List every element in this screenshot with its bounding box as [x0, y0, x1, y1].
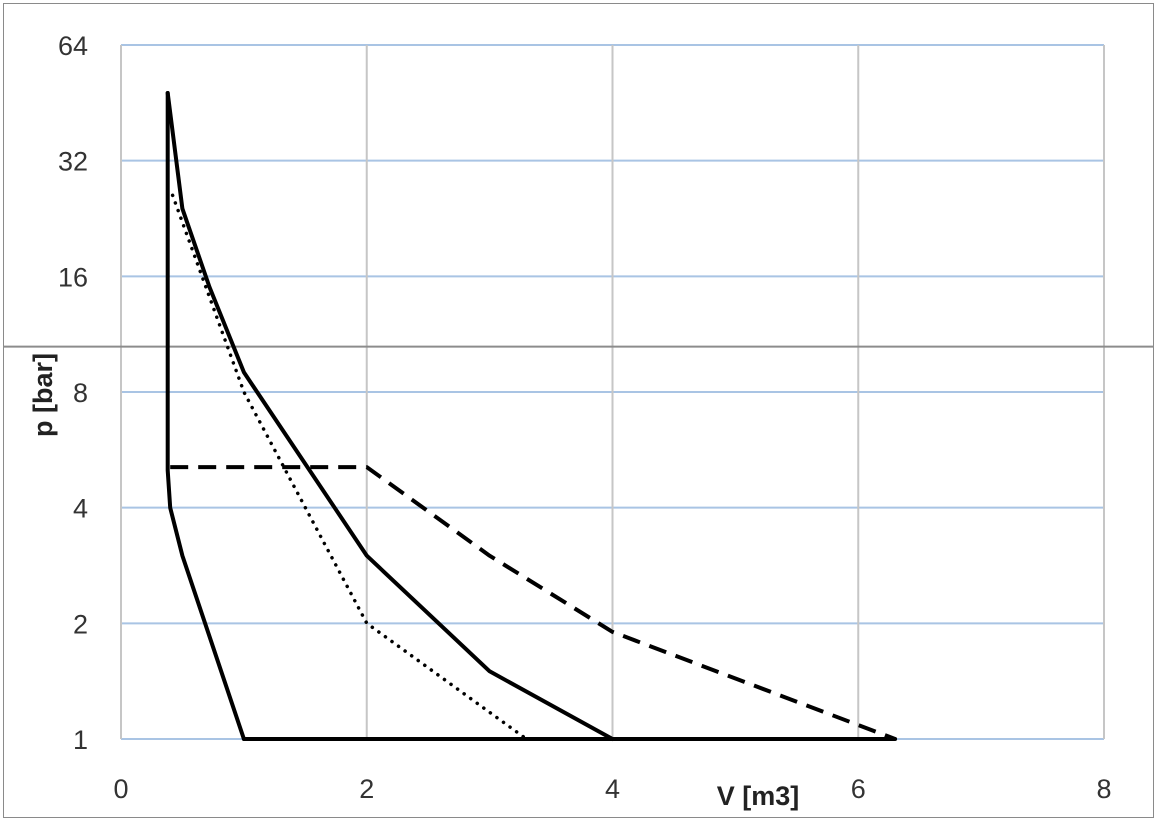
y-tick-labels: 1 2 4 8 16 32 64 [58, 31, 88, 755]
y-tick-label: 32 [58, 147, 88, 177]
series-group [165, 91, 898, 741]
series-line-5-dashed [170, 465, 896, 741]
x-axis-title: V [m3] [717, 781, 800, 811]
series-line-1-solid [165, 91, 246, 741]
grid [120, 44, 1105, 740]
y-axis-title: p [bar] [28, 353, 58, 437]
x-tick-label: 4 [605, 774, 620, 804]
chart-frame [3, 3, 1154, 818]
y-tick-label: 2 [73, 609, 88, 639]
y-tick-label: 16 [58, 262, 88, 292]
y-tick-label: 1 [73, 725, 88, 755]
y-tick-label: 64 [58, 31, 88, 61]
y-tick-label: 4 [73, 494, 88, 524]
series-line-2-solid [165, 91, 615, 741]
x-tick-label: 8 [1096, 774, 1111, 804]
x-tick-label: 6 [851, 774, 866, 804]
x-tick-label: 2 [359, 774, 374, 804]
x-tick-label: 0 [113, 774, 128, 804]
y-tick-label: 8 [73, 378, 88, 408]
x-tick-labels: 0 2 4 6 8 [113, 774, 1111, 804]
series-line-4-dotted [170, 193, 529, 741]
